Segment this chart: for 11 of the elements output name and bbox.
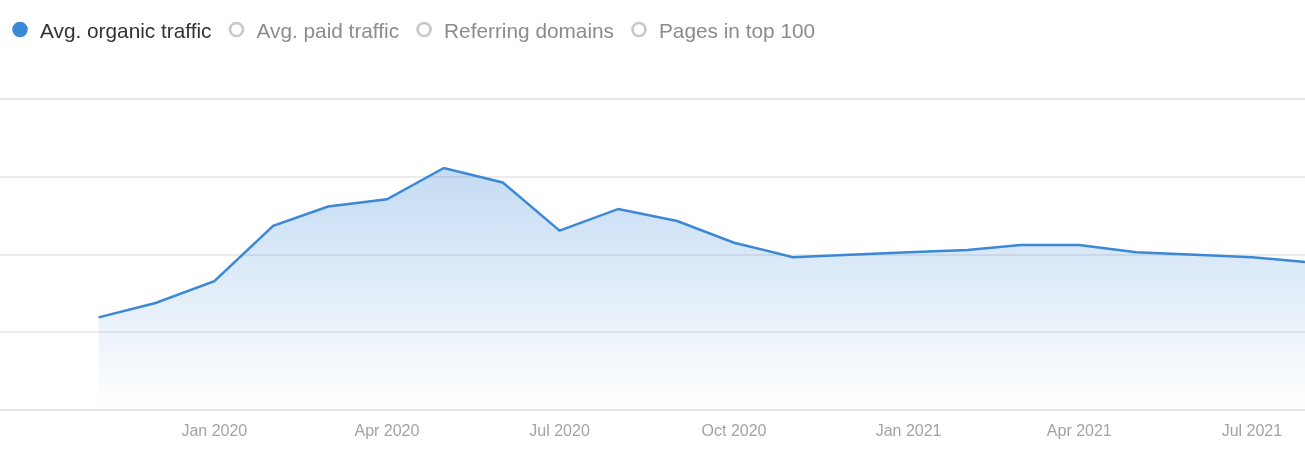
x-tick-label: Jan 2020 [181,421,248,439]
x-tick-label: Jul 2021 [1221,421,1283,439]
x-tick-label: Oct 2020 [701,421,767,439]
legend-label: Avg. organic traffic [40,18,212,42]
x-tick-label: Apr 2021 [1046,421,1112,439]
legend-label: Pages in top 100 [659,18,816,42]
x-tick-label: Apr 2020 [354,421,420,439]
x-tick-label: Jul 2020 [529,421,590,439]
legend-label: Referring domains [444,18,614,42]
legend-label: Avg. paid traffic [256,18,400,42]
x-tick-label: Jan 2021 [875,421,942,439]
